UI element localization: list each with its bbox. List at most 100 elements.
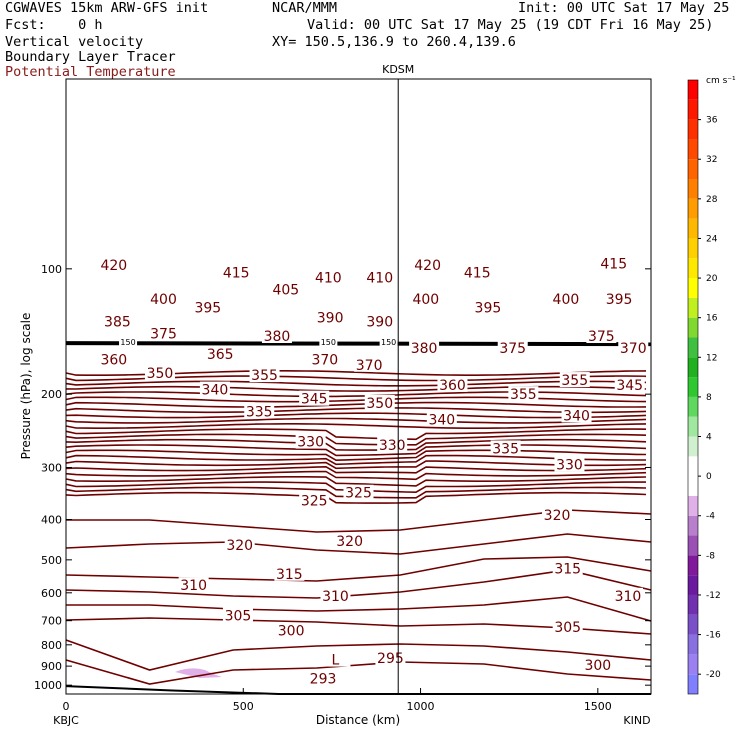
theta-contour <box>65 470 647 481</box>
theta-label-bg <box>270 281 301 297</box>
station-label: KDSM <box>382 63 414 76</box>
theta-label: 350 <box>147 366 174 382</box>
theta-label-bg <box>249 367 280 383</box>
colorbar-swatch <box>688 159 698 180</box>
theta-label: 340 <box>563 408 590 424</box>
theta-contour <box>65 465 647 474</box>
theta-label-bg <box>308 670 339 686</box>
theta-label-bg <box>561 407 592 423</box>
theta-label-bg <box>199 381 230 397</box>
colorbar-swatch <box>688 258 698 279</box>
theta-label-bg <box>559 372 590 388</box>
colorbar-swatch <box>688 594 698 615</box>
theta-label-bg <box>462 264 493 280</box>
theta-label-bg <box>299 492 330 508</box>
theta-contour <box>65 476 647 487</box>
theta-label-bg <box>586 328 617 344</box>
theta-contour <box>65 659 652 685</box>
colorbar-swatch <box>688 99 698 120</box>
theta-contour <box>65 460 647 470</box>
x-axis: 0 500 1000 1500 <box>63 688 612 713</box>
vertical-velocity-shading <box>175 668 222 678</box>
theta-label: 315 <box>276 567 303 583</box>
field-boundary-layer-tracer: Boundary Layer Tracer <box>5 49 176 65</box>
colorbar-swatch <box>688 119 698 140</box>
colorbar-label: 4 <box>706 433 712 443</box>
theta-label-bg <box>205 345 236 361</box>
colorbar-label: -8 <box>706 551 715 561</box>
theta-label: 415 <box>600 256 627 272</box>
theta-label-bg <box>313 269 344 285</box>
theta-label-bg <box>224 536 255 552</box>
theta-label: 330 <box>297 435 324 451</box>
colorbar-label: 12 <box>706 353 717 363</box>
theta-contour <box>65 454 646 466</box>
right-station-label: KIND <box>623 714 650 727</box>
theta-contour <box>65 380 647 387</box>
theta-label: 355 <box>251 368 278 384</box>
theta-label: 360 <box>439 378 466 394</box>
theta-label-bg <box>320 651 351 667</box>
theta-label: 390 <box>317 311 344 327</box>
init-time: Init: 00 UTC Sat 17 May 25 <box>518 0 730 16</box>
theta-label: 330 <box>379 438 406 454</box>
model-title: CGWAVES 15km ARW-GFS init <box>5 0 209 16</box>
theta-label-bg <box>550 290 581 306</box>
theta-label-bg <box>244 403 275 419</box>
theta-contour <box>65 391 647 398</box>
theta-label: 300 <box>278 624 305 640</box>
theta-label: 395 <box>606 292 633 308</box>
y-tick-label: 500 <box>41 554 62 567</box>
colorbar-swatch <box>688 198 698 219</box>
colorbar-label: 8 <box>706 393 712 403</box>
x-tick-label: 1000 <box>407 700 435 713</box>
theta-label-bg <box>377 437 408 453</box>
theta-label: 345 <box>616 378 643 394</box>
theta-label-bg <box>582 657 613 673</box>
theta-label: 345 <box>301 392 328 408</box>
theta-label-bg <box>222 607 253 623</box>
theta-label: 375 <box>588 329 615 345</box>
weak-downdraft-patch <box>175 668 222 678</box>
theta-label-bg <box>144 365 175 381</box>
theta-label: 375 <box>150 327 177 343</box>
colorbar-frame <box>687 79 699 695</box>
theta-contour <box>65 449 647 462</box>
theta-contour <box>65 556 652 582</box>
theta-label: 315 <box>554 562 581 578</box>
y-tick-label: 1000 <box>34 679 62 692</box>
colorbar-swatch <box>688 674 698 694</box>
theta-label-bg <box>618 340 649 356</box>
theta-label: 355 <box>510 387 537 403</box>
colorbar-label: -12 <box>706 591 721 601</box>
theta-label: 360 <box>100 352 127 368</box>
theta-label-bg <box>343 484 374 500</box>
theta-label-bg <box>192 299 223 315</box>
theta-contours <box>65 370 652 685</box>
theta-label: 415 <box>464 265 491 281</box>
colorbar-swatch <box>688 575 698 595</box>
tracer-label-bg <box>379 337 398 348</box>
theta-label-bg <box>552 560 583 576</box>
colorbar-swatch <box>688 357 698 378</box>
theta-label-bg <box>364 269 395 285</box>
x-tick-label: 0 <box>63 700 70 713</box>
theta-contour <box>65 444 647 457</box>
colorbar-label: 28 <box>706 195 718 205</box>
theta-contour <box>65 533 652 555</box>
theta-label: 310 <box>180 578 207 594</box>
theta-label-bg <box>437 376 468 392</box>
theta-label: 320 <box>226 538 253 554</box>
colorbar-swatch <box>688 218 698 239</box>
xy-range: XY= 150.5,136.9 to 260.4,139.6 <box>272 34 516 50</box>
field-potential-temperature: Potential Temperature <box>5 64 176 80</box>
theta-label-bg <box>552 619 583 635</box>
theta-label: 350 <box>366 396 393 412</box>
theta-label: 400 <box>150 292 177 308</box>
theta-label: 410 <box>366 271 393 287</box>
theta-contour <box>65 639 652 671</box>
theta-label: 395 <box>475 301 502 317</box>
theta-label: 340 <box>202 383 229 399</box>
theta-label: 420 <box>100 258 127 274</box>
theta-label: 355 <box>561 373 588 389</box>
